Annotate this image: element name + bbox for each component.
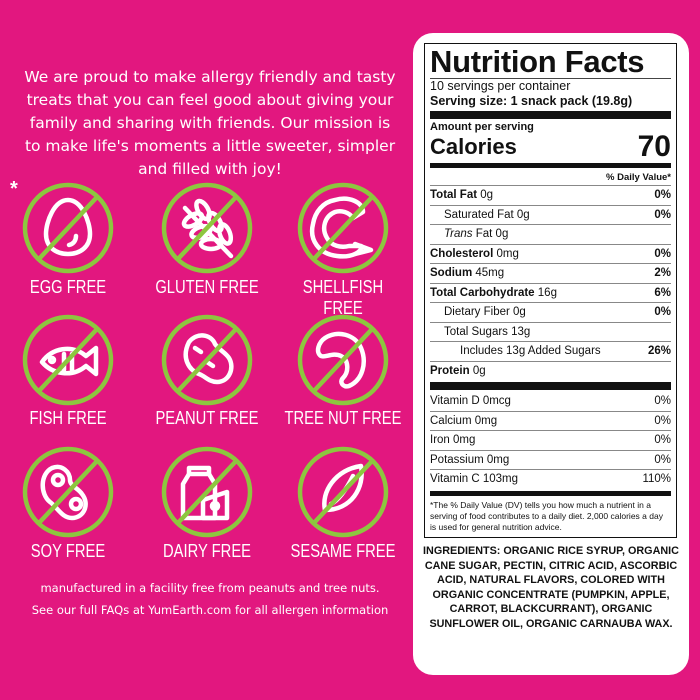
vitamin-row: Iron 0mg 0% [430, 431, 671, 451]
nutrient-row: Dietary Fiber 0g 0% [430, 303, 671, 323]
asterisk: * [10, 178, 18, 200]
vitamin-rows: Vitamin D 0mcg 0% Calcium 0mg 0% Iron 0mg 0% P… [430, 392, 671, 489]
nutrient-name: Includes 13g Added Sugars [460, 345, 601, 357]
allergen-label: GLUTEN FREE [155, 277, 259, 297]
vitamin-row: Potassium 0mg 0% [430, 451, 671, 470]
allergen-label: TREE NUT FREE [284, 408, 402, 428]
mission-statement: We are proud to make allergy friendly an… [24, 68, 396, 178]
faq-note: See our full FAQs at YumEarth.com for al… [31, 603, 389, 617]
nutrient-row: Total Sugars 13g [430, 323, 671, 342]
serving-size: Serving size: 1 snack pack (19.8g) [430, 94, 633, 108]
cashew-icon [295, 312, 391, 408]
nutrient-name: Total Fat [430, 189, 478, 201]
nutrient-amount: 16g [537, 286, 557, 299]
nutrition-facts-label: Nutrition Facts 10 servings per containe… [424, 43, 677, 538]
nutrient-name: Sodium [430, 267, 473, 279]
allergen-label: FISH FREE [29, 408, 107, 428]
nutrient-dv: 0% [654, 247, 671, 260]
divider [430, 382, 671, 390]
daily-value-footnote: *The % Daily Value (DV) tells you how mu… [430, 499, 663, 532]
nutrient-amount: 45mg [475, 267, 505, 279]
nutrient-dv: 2% [654, 267, 671, 279]
nutrient-row: Total Carbohydrate 16g 6% [430, 284, 671, 303]
sesame-seed-icon [295, 444, 391, 540]
nutrient-row: Includes 13g Added Sugars 26% [430, 342, 671, 362]
allergen-label: SOY FREE [30, 541, 106, 561]
vitamin-name: Potassium 0mg [430, 453, 510, 466]
nutrient-dv: 0% [654, 306, 671, 318]
nutrient-amount: 0mg [496, 247, 519, 260]
nutrient-name: Saturated Fat [444, 208, 514, 221]
nutrient-name: Total Carbohydrate [430, 286, 535, 299]
ingredients: INGREDIENTS: ORGANIC RICE SYRUP, ORGANIC… [423, 545, 679, 630]
nutrient-dv: 26% [647, 345, 671, 357]
allergen-label: EGG FREE [29, 277, 107, 297]
allergen-label: SESAME FREE [290, 541, 396, 561]
divider [430, 490, 671, 496]
nutrient-amount: 0g [513, 306, 526, 318]
vitamin-row: Calcium 0mg 0% [430, 412, 671, 431]
vitamin-dv: 0% [654, 414, 671, 427]
vitamin-name: Vitamin D 0mcg [430, 395, 511, 407]
allergen-label: SHELLFISH FREE [302, 277, 384, 318]
facility-note: manufactured in a facility free from pea… [40, 581, 380, 595]
nutrient-dv: 0% [654, 189, 671, 201]
soybean-icon [20, 444, 116, 540]
vitamin-dv: 110% [642, 473, 671, 485]
nutrient-dv: 6% [654, 286, 671, 299]
vitamin-dv: 0% [654, 434, 671, 446]
nutrition-panel: Nutrition Facts 10 servings per containe… [413, 33, 689, 675]
calories-label: Calories [430, 134, 517, 159]
nutrient-name: Dietary Fiber [444, 306, 510, 318]
vitamin-row: Vitamin C 103mg 110% [430, 470, 671, 489]
nutrient-amount: 13g [511, 325, 531, 338]
wheat-icon [159, 180, 255, 276]
calories-value: 70 [637, 130, 671, 163]
nutrient-amount: 0g [516, 208, 530, 221]
peanut-icon [159, 312, 255, 408]
nutrient-name: Trans [444, 228, 473, 240]
egg-icon [20, 180, 116, 276]
servings-per-container: 10 servings per container [430, 79, 571, 93]
amount-per-serving: Amount per serving [430, 121, 534, 133]
nutrient-row: Trans Fat 0g [430, 225, 671, 245]
nutrient-rows: Total Fat 0g 0% Saturated Fat 0g 0% Trans Fa… [430, 186, 671, 380]
fish-icon [20, 312, 116, 408]
nutrient-row: Saturated Fat 0g 0% [430, 206, 671, 225]
nutrient-amount: Fat 0g [475, 228, 509, 240]
divider [430, 111, 671, 119]
allergen-label: DAIRY FREE [162, 541, 252, 561]
nutrient-row: Sodium 45mg 2% [430, 264, 671, 284]
divider [430, 163, 671, 168]
milk-cheese-icon [159, 444, 255, 540]
nutrient-name: Cholesterol [430, 247, 494, 260]
vitamin-name: Calcium 0mg [430, 414, 498, 427]
nutrient-dv: 0% [654, 208, 671, 221]
vitamin-name: Iron 0mg [430, 434, 476, 446]
vitamin-name: Vitamin C 103mg [430, 473, 518, 485]
nutrient-name: Total Sugars [444, 325, 508, 338]
allergen-footer: manufactured in a facility free from pea… [10, 577, 410, 621]
nutrition-title: Nutrition Facts [430, 46, 671, 79]
shrimp-icon [295, 180, 391, 276]
nutrient-row: Total Fat 0g 0% [430, 186, 671, 206]
calories-row: Calories 70 [430, 130, 671, 163]
nutrient-amount: 0g [472, 364, 486, 377]
nutrient-name: Protein [430, 364, 470, 377]
nutrient-amount: 0g [480, 189, 494, 201]
vitamin-row: Vitamin D 0mcg 0% [430, 392, 671, 412]
daily-value-header: % Daily Value* [430, 170, 671, 186]
vitamin-dv: 0% [654, 453, 671, 466]
nutrient-row: Protein 0g [430, 362, 671, 381]
allergen-label: PEANUT FREE [155, 408, 259, 428]
nutrient-row: Cholesterol 0mg 0% [430, 245, 671, 264]
vitamin-dv: 0% [654, 395, 671, 407]
